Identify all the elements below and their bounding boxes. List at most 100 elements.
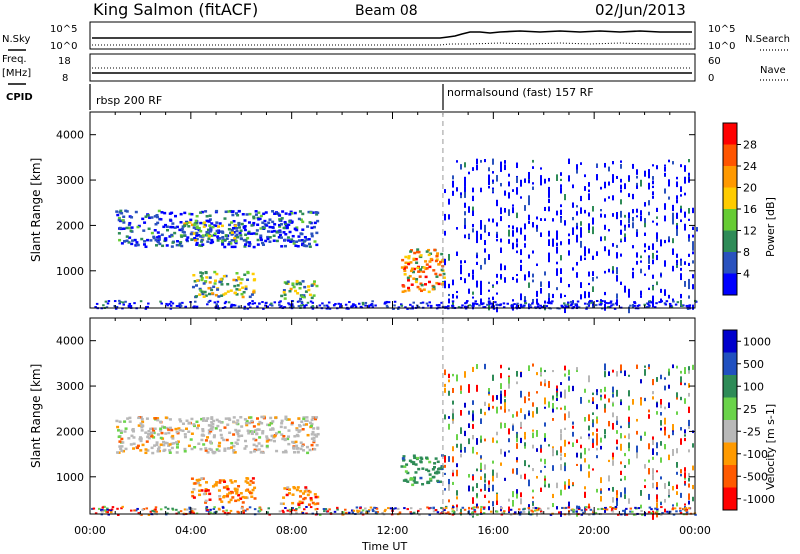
heatmap-cell: [283, 487, 287, 490]
heatmap-cell: [149, 239, 153, 242]
heatmap-cell: [684, 429, 686, 434]
heatmap-cell: [624, 233, 626, 239]
heatmap-cell: [604, 408, 606, 413]
heatmap-cell: [268, 218, 272, 221]
heatmap-cell: [423, 283, 427, 286]
heatmap-cell: [656, 216, 658, 219]
heatmap-cell: [159, 218, 163, 221]
heatmap-cell: [292, 285, 296, 289]
heatmap-cell: [168, 443, 172, 446]
heatmap-cell: [528, 171, 530, 179]
heatmap-cell: [580, 464, 582, 472]
heatmap-cell: [688, 507, 691, 510]
heatmap-cell: [451, 507, 454, 510]
heatmap-cell: [632, 209, 634, 214]
heatmap-cell: [233, 224, 237, 227]
heatmap-cell: [202, 492, 206, 496]
heatmap-cell: [293, 211, 297, 215]
heatmap-cell: [409, 269, 413, 273]
heatmap-cell: [544, 433, 546, 438]
heatmap-cell: [536, 305, 540, 308]
heatmap-cell: [293, 435, 297, 438]
heatmap-cell: [226, 512, 230, 515]
heatmap-cell: [488, 254, 490, 258]
heatmap-cell: [520, 259, 522, 263]
heatmap-cell: [148, 216, 152, 220]
heatmap-cell: [444, 383, 446, 387]
heatmap-cell: [655, 302, 658, 305]
heatmap-cell: [223, 447, 227, 451]
heatmap-cell: [590, 301, 593, 304]
heatmap-cell: [640, 215, 642, 222]
heatmap-cell: [680, 381, 682, 386]
y-tick-label: 4000: [56, 335, 84, 348]
heatmap-cell: [464, 402, 466, 408]
heatmap-cell: [460, 453, 462, 458]
heatmap-cell: [140, 417, 144, 421]
heatmap-cell: [480, 284, 482, 291]
heatmap-cell: [247, 221, 251, 224]
heatmap-cell: [440, 268, 444, 272]
heatmap-cell: [514, 511, 517, 514]
heatmap-cell: [636, 183, 638, 189]
heatmap-cell: [648, 200, 650, 206]
heatmap-cell: [440, 512, 443, 515]
heatmap-cell: [402, 455, 406, 458]
heatmap-cell: [233, 284, 237, 288]
heatmap-cell: [652, 274, 654, 279]
heatmap-cell: [316, 432, 320, 436]
heatmap-cell: [273, 212, 277, 215]
heatmap-cell: [500, 161, 502, 166]
heatmap-cell: [406, 307, 409, 310]
heatmap-cell: [456, 290, 458, 294]
heatmap-cell: [437, 467, 441, 471]
heatmap-cell: [588, 471, 590, 478]
heatmap-cell: [420, 289, 424, 293]
heatmap-cell: [271, 420, 275, 423]
heatmap-cell: [536, 228, 538, 232]
heatmap-cell: [532, 411, 534, 418]
heatmap-cell: [620, 199, 622, 205]
heatmap-cell: [295, 427, 299, 430]
heatmap-cell: [213, 224, 217, 227]
heatmap-cell: [620, 178, 622, 183]
heatmap-cell: [476, 364, 478, 370]
heatmap-cell: [314, 495, 318, 499]
heatmap-cell: [628, 212, 630, 219]
heatmap-cell: [620, 364, 622, 371]
heatmap-cell: [596, 404, 598, 410]
heatmap-cell: [612, 456, 614, 460]
heatmap-cell: [223, 449, 227, 452]
heatmap-cell: [127, 223, 131, 227]
heatmap-cell: [368, 509, 371, 512]
heatmap-cell: [512, 425, 514, 431]
heatmap-cell: [673, 507, 677, 510]
heatmap-cell: [259, 214, 263, 218]
heatmap-cell: [540, 281, 542, 287]
heatmap-cell: [274, 416, 278, 419]
heatmap-cell: [452, 446, 454, 452]
heatmap-cell: [492, 395, 494, 402]
heatmap-cell: [385, 304, 389, 307]
heatmap-cell: [150, 427, 154, 431]
heatmap-cell: [279, 223, 283, 226]
heatmap-cell: [190, 477, 194, 480]
heatmap-cell: [500, 383, 502, 390]
heatmap-cell: [628, 193, 630, 198]
heatmap-cell: [193, 222, 197, 225]
heatmap-cell: [204, 210, 208, 213]
heatmap-cell: [528, 179, 530, 184]
heatmap-cell: [648, 493, 650, 500]
heatmap-cell: [211, 225, 215, 229]
heatmap-cell: [580, 282, 582, 289]
heatmap-cell: [676, 484, 678, 490]
heatmap-cell: [512, 189, 514, 192]
heatmap-cell: [524, 274, 526, 281]
heatmap-cell: [472, 304, 475, 307]
heatmap-cell: [235, 442, 239, 446]
heatmap-cell: [440, 506, 443, 509]
heatmap-cell: [544, 218, 546, 221]
heatmap-cell: [404, 479, 408, 482]
nsky-trace: [92, 30, 692, 39]
heatmap-cell: [520, 390, 522, 398]
